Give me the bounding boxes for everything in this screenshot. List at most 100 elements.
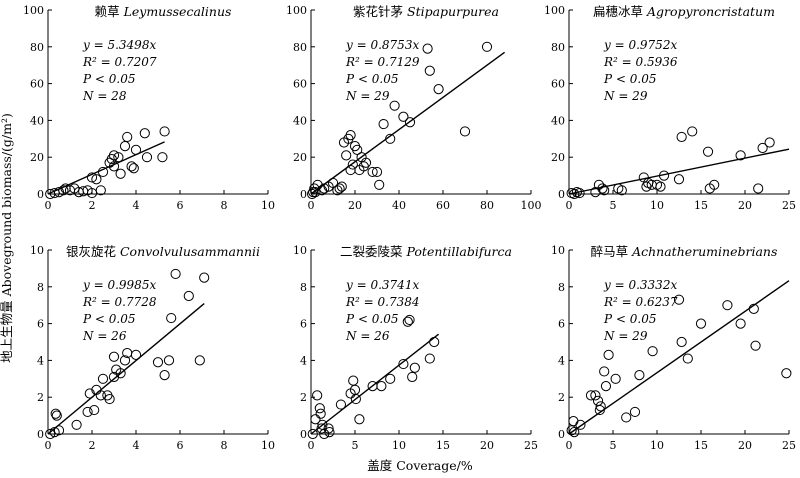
x-tick-label: 2 [89,439,96,452]
x-tick-label: 40 [392,199,406,212]
y-tick-label: 8 [558,281,565,294]
y-tick-label: 6 [300,318,307,331]
data-point [71,419,82,430]
y-tick-label: 0 [300,428,307,441]
panel-4: 0 2 4 6 8 10 0 2 4 6 8 10 银灰旋花 Convolvulusammannii y … [30,244,275,452]
data-point [108,371,120,383]
panel-title-latin: Achnatheruminebrians [631,244,777,259]
data-point [126,161,137,172]
data-point [764,137,775,148]
data-point [398,358,409,370]
y-tick-label: 80 [30,41,44,54]
panel-title-latin: Convolvulusammannii [120,244,260,259]
data-point [676,131,687,143]
y-tick-label: 0 [37,428,44,441]
x-tick-label: 0 [566,199,573,212]
y-tick-label: 0 [558,428,565,441]
data-point [429,336,440,348]
data-point [575,419,586,430]
data-point [183,290,194,302]
data-point [345,130,356,141]
y-tick-label: 6 [37,318,44,331]
data-point [695,318,707,329]
data-point [374,179,385,190]
data-point [53,425,65,436]
y-tick-label: 2 [37,391,44,404]
data-point [424,65,435,76]
y-tick-label: 0 [300,188,307,201]
data-point [459,126,471,137]
x-tick-label: 25 [782,199,796,212]
panel-title: 赖草 Leymussecalinus [95,4,232,19]
y-tick-label: 2 [300,391,307,404]
data-point [385,373,396,384]
stat-eq: y = 0.3741x [345,278,419,292]
data-point [481,41,493,52]
y-axis-label: 地上生物量 Aboveground biomass/(g/m²) [0,113,14,363]
panel-title: 醉马草 Achnatheruminebrians [591,244,778,259]
stat-n: N = 29 [603,329,648,343]
data-point [104,393,115,405]
x-tick-label: 10 [261,439,275,452]
y-tick-label: 40 [30,114,44,127]
data-point [316,185,328,196]
y-tick-label: 8 [37,281,44,294]
data-point [312,390,323,401]
panel-title-cn: 扁穗冰草 [593,4,647,19]
data-point [404,117,416,128]
data-point [345,164,356,176]
data-point [115,368,126,379]
x-tick-label: 4 [133,199,140,212]
data-point [97,373,109,384]
data-point [422,43,433,54]
y-tick-label: 20 [551,151,565,164]
panel-title-cn: 醉马草 [591,244,632,259]
panel-title-cn: 银灰旋花 [66,244,120,259]
data-point [130,144,142,155]
data-point [682,353,693,364]
y-tick-label: 10 [30,244,44,257]
data-point [658,170,670,181]
data-point [130,349,142,360]
data-point [646,179,657,190]
data-point [97,166,109,178]
data-point [569,188,580,200]
y-tick-label: 100 [544,4,565,17]
data-point [354,414,365,425]
data-point [95,390,106,401]
data-point [314,403,325,414]
panel-3: 0 20 40 60 80 100 0 5 10 15 20 25 扁穗冰草 Agropyroncris… [544,4,796,212]
data-point [597,183,608,194]
panel-title: 扁穗冰草 Agropyroncristatum [593,4,775,19]
stat-eq: y = 5.3498x [82,38,156,52]
y-tick-label: 4 [558,354,565,367]
stat-n: N = 29 [345,89,390,103]
x-tick-label: 10 [650,439,664,452]
data-point [323,423,334,434]
x-tick-label: 20 [738,199,752,212]
data-point [610,373,621,384]
x-tick-label: 20 [738,439,752,452]
y-tick-label: 80 [551,41,565,54]
x-tick-label: 6 [177,439,184,452]
data-point [91,174,102,185]
y-tick-label: 0 [558,188,565,201]
data-point [593,179,605,190]
data-point [51,410,62,421]
data-point [199,272,210,283]
x-tick-label: 60 [436,199,450,212]
data-point [655,181,666,192]
data-point [378,118,389,130]
x-tick-label: 0 [45,199,52,212]
data-point [82,406,93,418]
panel-5: 0 2 4 6 8 10 0 5 10 15 20 25 二裂委陵菜 Potentillabifurca… [293,244,538,452]
stat-p: P < 0.05 [603,312,656,326]
data-point [159,126,170,137]
data-point [753,183,764,194]
data-point [585,390,597,401]
x-tick-label: 0 [566,439,573,452]
x-tick-label: 25 [524,439,538,452]
fit-line [47,141,165,195]
data-point [385,133,396,144]
y-tick-label: 40 [551,114,565,127]
